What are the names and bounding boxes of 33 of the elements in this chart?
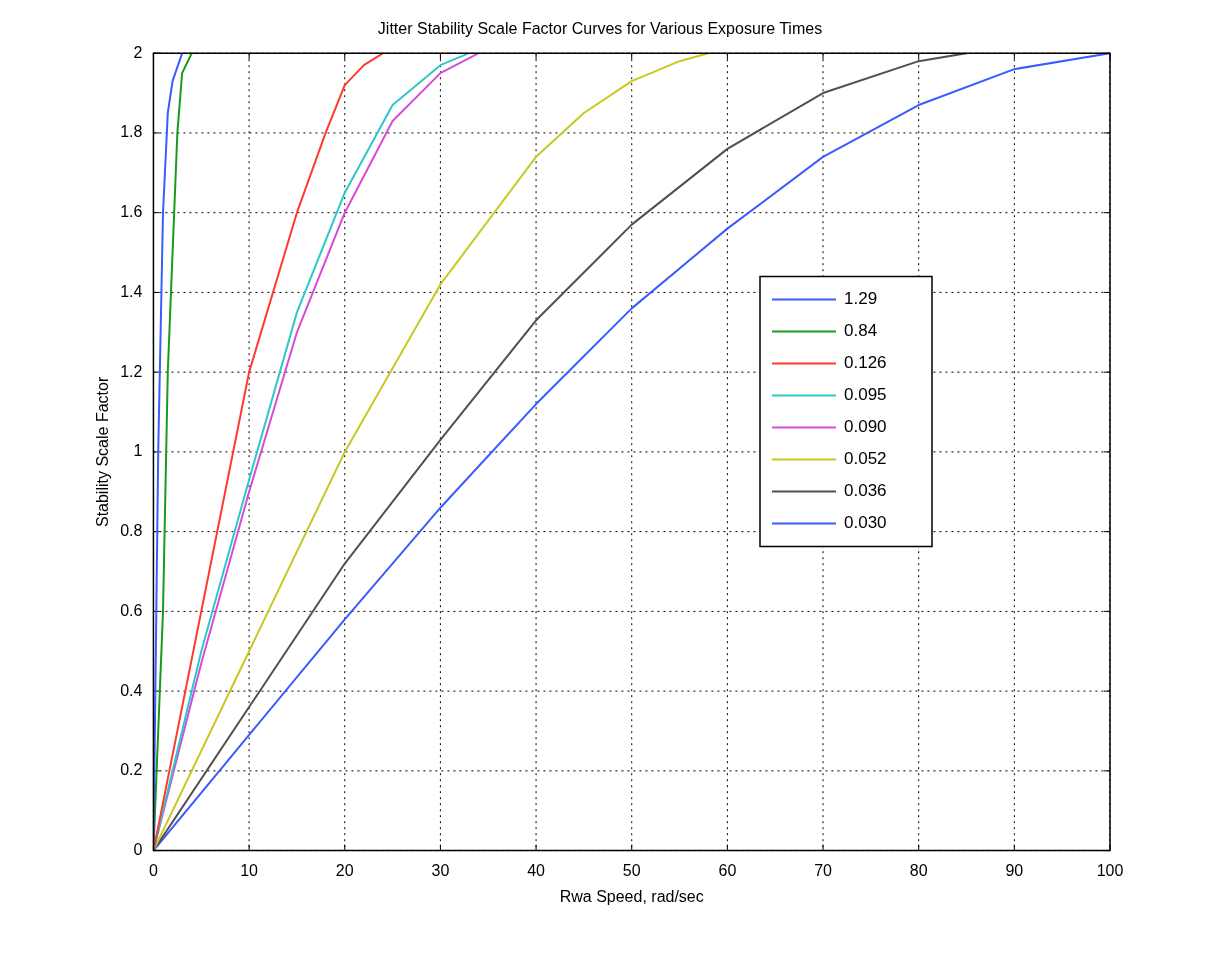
y-tick-label: 0.4 xyxy=(120,681,143,699)
x-tick-label: 10 xyxy=(240,861,259,879)
x-tick-label: 60 xyxy=(718,861,737,879)
legend-label: 0.84 xyxy=(844,321,878,341)
y-axis-title: Stability Scale Factor xyxy=(94,376,112,528)
y-tick-label: 0.8 xyxy=(120,522,143,540)
legend-label: 0.030 xyxy=(844,513,887,533)
x-tick-label: 70 xyxy=(814,861,833,879)
y-tick-label: 0.2 xyxy=(120,761,143,779)
x-tick-label: 0 xyxy=(148,861,158,879)
legend-label: 0.095 xyxy=(844,385,887,405)
legend-label: 0.052 xyxy=(844,449,887,469)
x-tick-label: 90 xyxy=(1005,861,1024,879)
legend-label: 0.036 xyxy=(844,481,887,501)
legend-label: 1.29 xyxy=(844,289,878,309)
x-axis-title: Rwa Speed, rad/sec xyxy=(559,887,704,905)
y-tick-label: 2 xyxy=(133,43,143,61)
y-tick-label: 1.6 xyxy=(120,203,143,221)
x-tick-label: 30 xyxy=(431,861,450,879)
x-tick-label: 50 xyxy=(622,861,641,879)
y-tick-label: 1.2 xyxy=(120,362,143,380)
y-tick-label: 1.8 xyxy=(120,123,143,141)
x-tick-label: 20 xyxy=(335,861,354,879)
y-tick-label: 0.6 xyxy=(120,601,143,619)
chart-title: Jitter Stability Scale Factor Curves for Various Exposure Times xyxy=(377,20,823,38)
legend-label: 0.090 xyxy=(844,417,887,437)
y-tick-label: 0 xyxy=(133,841,143,859)
x-tick-label: 40 xyxy=(527,861,546,879)
x-tick-label: 80 xyxy=(909,861,928,879)
y-tick-label: 1 xyxy=(133,442,143,460)
legend-label: 0.126 xyxy=(844,353,887,373)
y-tick-label: 1.4 xyxy=(120,282,143,300)
x-tick-label: 100 xyxy=(1096,861,1124,879)
